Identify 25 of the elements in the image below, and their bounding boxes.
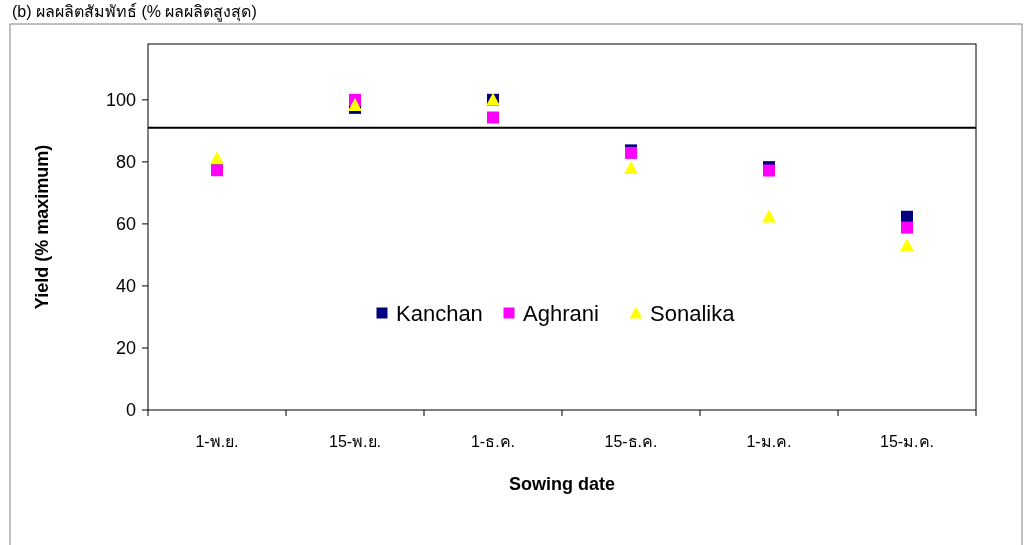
y-tick-label: 0: [125, 400, 136, 420]
y-tick-label: 20: [115, 337, 136, 358]
point: [487, 111, 499, 124]
point: [762, 209, 776, 223]
point: [624, 161, 638, 175]
x-tick-label: 1-พ.ย.: [195, 433, 239, 450]
point: [901, 210, 913, 223]
x-tick-label: 15-ม.ค.: [879, 433, 935, 450]
x-axis-title: Sowing date: [508, 474, 616, 494]
x-tick-label: 1-ม.ค.: [746, 433, 792, 450]
x-tick-label: 15-ธ.ค.: [604, 433, 658, 450]
point: [901, 221, 913, 234]
point: [210, 151, 224, 165]
y-tick-label: 60: [115, 213, 136, 234]
y-tick-label: 100: [105, 89, 136, 110]
x-tick-label: 1-ธ.ค.: [470, 433, 516, 450]
x-tick-label: 15-พ.ย.: [328, 433, 382, 450]
point: [900, 238, 914, 252]
legend-label: Kanchan: [396, 301, 483, 326]
legend-label: Aghrani: [523, 301, 599, 326]
legend-label: Sonalika: [650, 301, 736, 326]
y-tick-label: 40: [115, 275, 136, 296]
y-axis-title: Yield (% maximum): [32, 144, 52, 310]
y-tick-label: 80: [115, 151, 136, 172]
chart-title: (b) ผลผลิตสัมพัทธ์ (% ผลผลิตสูงสุด): [12, 2, 257, 22]
